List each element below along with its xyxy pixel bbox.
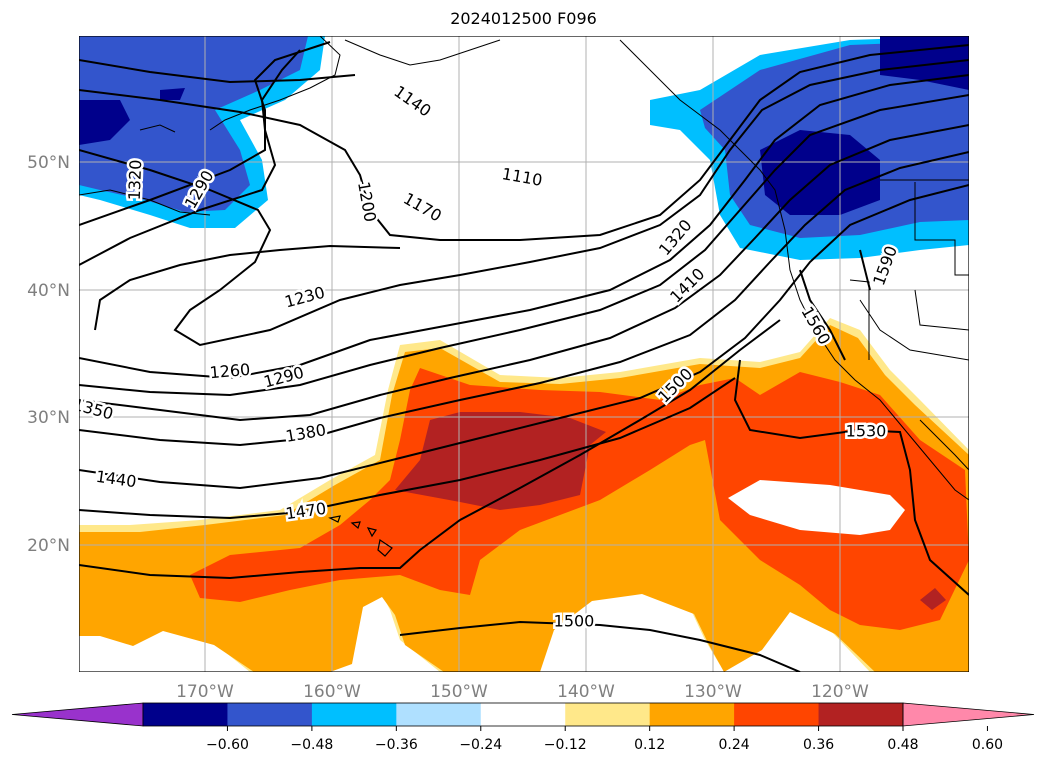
lat-label-40n: 40°N [27, 281, 70, 301]
colorbar-tick-label: −0.36 [375, 737, 418, 753]
colorbar-tick-label: −0.12 [544, 737, 587, 753]
colorbar-tick-label: 0.36 [803, 737, 834, 753]
lon-label-150w: 150°W [430, 682, 488, 702]
colorbar: −0.60 −0.48 −0.36 −0.24 −0.12 0.12 0.24 0.36 0.4… [11, 702, 1035, 753]
lat-label-30n: 30°N [27, 408, 70, 428]
colorbar-segment [396, 703, 482, 726]
colorbar-extend-min [11, 702, 144, 727]
latitude-labels: 50°N 40°N 30°N 20°N [27, 153, 70, 556]
contour-label: 1530 [846, 422, 887, 441]
colorbar-segment [480, 703, 566, 726]
map-area: 1140 1110 1170 1200 1320 1290 1230 1320 … [79, 36, 969, 672]
map-title: 2024012500 F096 [450, 9, 597, 28]
colorbar-tick-label: −0.24 [459, 737, 502, 753]
lon-label-160w: 160°W [303, 682, 361, 702]
lat-label-50n: 50°N [27, 153, 70, 173]
contour-label: 1260 [209, 360, 251, 382]
colorbar-tick-label: 0.24 [719, 737, 750, 753]
lon-label-170w: 170°W [176, 682, 234, 702]
colorbar-segment [734, 703, 820, 726]
hawaii-islands [328, 515, 393, 557]
height-contours [79, 41, 969, 672]
colorbar-tick-label: −0.48 [290, 737, 333, 753]
colorbar-tick-label: 0.60 [972, 737, 1003, 753]
colorbar-outline [142, 702, 904, 727]
colorbar-segment [227, 703, 313, 726]
colorbar-extend-max [902, 702, 1035, 727]
colorbar-tick-label: −0.60 [206, 737, 249, 753]
lon-label-130w: 130°W [684, 682, 742, 702]
colorbar-segment [818, 703, 904, 726]
anomaly-fill-subtropics [79, 318, 969, 672]
anomaly-fill-northeast [650, 36, 969, 260]
colorbar-segment [311, 703, 397, 726]
longitude-labels: 170°W 160°W 150°W 140°W 130°W 120°W [176, 682, 869, 702]
colorbar-segment [143, 703, 228, 726]
anomaly-fill-northwest [79, 36, 325, 228]
lon-label-120w: 120°W [811, 682, 869, 702]
lat-label-20n: 20°N [27, 536, 70, 556]
colorbar-tick-label: 0.48 [887, 737, 918, 753]
contour-label: 1500 [554, 612, 595, 631]
colorbar-segment [649, 703, 735, 726]
colorbar-segment [565, 703, 651, 726]
graticule [79, 36, 969, 672]
contour-label: 1320 [125, 159, 145, 200]
colorbar-tick-label: 0.12 [634, 737, 665, 753]
lon-label-140w: 140°W [557, 682, 615, 702]
